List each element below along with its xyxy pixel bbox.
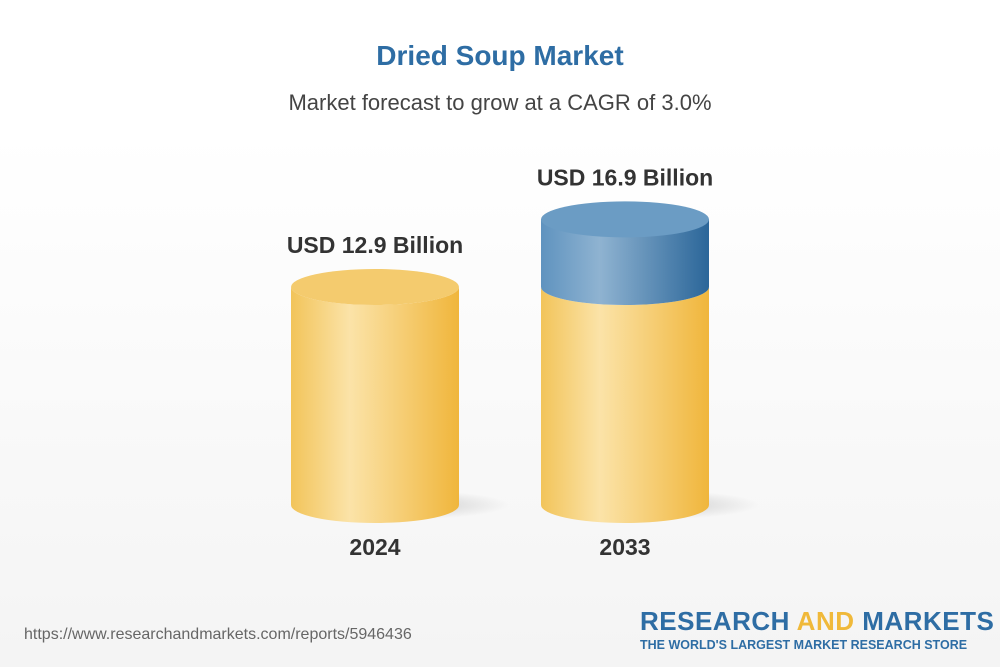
research-and-markets-logo: RESEARCH AND MARKETS THE WORLD'S LARGEST…: [640, 606, 995, 652]
bar-growth-2033: [541, 219, 709, 305]
source-url[interactable]: https://www.researchandmarkets.com/repor…: [24, 626, 412, 643]
chart-title: Dried Soup Market: [376, 40, 624, 71]
category-label: 2033: [599, 534, 650, 560]
data-label: USD 12.9 Billion: [287, 232, 463, 258]
data-label: USD 16.9 Billion: [537, 164, 713, 190]
bar-top-2024: [291, 269, 459, 305]
bar-base-2024: [291, 287, 459, 523]
bar-top-2033: [541, 201, 709, 238]
category-label: 2024: [349, 534, 400, 560]
chart-area: USD 12.9 Billion 2024 USD 16.9 Billion 2033: [287, 164, 759, 560]
bar-base-2033: [541, 287, 709, 523]
chart-subtitle: Market forecast to grow at a CAGR of 3.0…: [288, 90, 712, 115]
